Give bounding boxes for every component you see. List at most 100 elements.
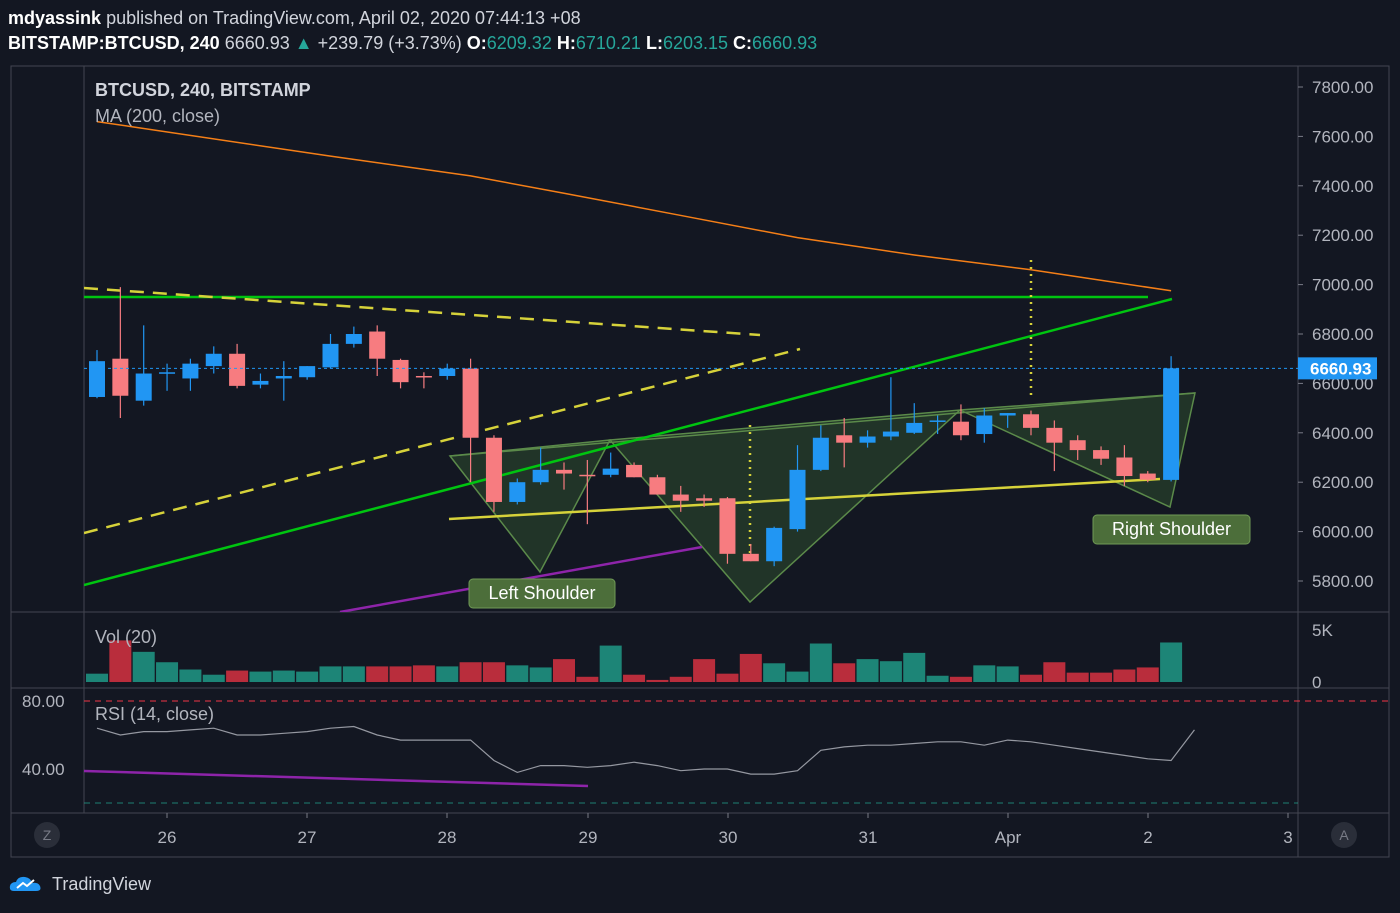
tradingview-brand[interactable]: TradingView	[8, 873, 151, 895]
publish-info: mdyassink published on TradingView.com, …	[8, 8, 581, 29]
volume-bar	[576, 676, 599, 682]
low-label: L:	[645, 33, 663, 53]
candle-body	[929, 420, 946, 422]
candle-down	[649, 474, 666, 495]
low-value: 6203.15	[662, 33, 729, 53]
ohlc-header: BITSTAMP:BTCUSD, 240 6660.93 ▲ +239.79 (…	[8, 33, 817, 54]
candle-up	[322, 334, 339, 369]
candle-down	[1046, 420, 1063, 472]
volume-tick-label: 5K	[1312, 621, 1333, 640]
right-shoulder-label: Right Shoulder	[1092, 514, 1251, 545]
auto-scale-a-button[interactable]: A	[1331, 822, 1357, 848]
volume-bar	[342, 666, 365, 682]
price-tick-label: 7400.00	[1312, 177, 1373, 196]
last-price-label: 6660.93	[1310, 359, 1371, 378]
candle-body	[345, 334, 362, 344]
price-tick-label: 5800.00	[1312, 572, 1373, 591]
candle-down	[1116, 445, 1133, 486]
volume-bar	[669, 676, 692, 682]
symbol-label: BITSTAMP:BTCUSD, 240	[8, 33, 220, 53]
candle-body	[252, 380, 269, 385]
volume-bar	[412, 665, 435, 682]
candle-up	[275, 361, 292, 401]
time-tick-label: 26	[158, 828, 177, 847]
candle-up	[859, 430, 876, 448]
candle-body	[742, 553, 759, 562]
divergence-line-rsi	[83, 769, 589, 788]
candle-body	[1163, 368, 1180, 480]
candle-body	[369, 331, 386, 359]
candle-body	[999, 413, 1016, 416]
candle-body	[89, 361, 105, 397]
candle-down	[415, 372, 432, 389]
last-price-badge	[1298, 357, 1377, 380]
candle-up	[766, 526, 783, 567]
volume-bar	[599, 645, 622, 682]
high-label: H:	[556, 33, 576, 53]
candle-body	[719, 498, 736, 554]
price-tick-label: 7600.00	[1312, 127, 1373, 146]
publisher-name[interactable]: mdyassink	[8, 8, 102, 28]
volume-bar	[482, 662, 505, 682]
candle-body	[1023, 414, 1039, 428]
candle-body	[859, 436, 876, 443]
rising-trendline	[84, 297, 1173, 587]
candle-up	[345, 326, 362, 348]
candle-down	[836, 417, 853, 468]
candle-body	[812, 437, 829, 470]
candle-up	[252, 373, 269, 389]
candle-up	[1163, 356, 1180, 482]
candle-body	[462, 368, 479, 438]
candle-body	[299, 366, 316, 378]
published-text: published on TradingView.com, April 02, …	[106, 8, 581, 28]
open-value: 6209.32	[486, 33, 552, 53]
candle-body	[392, 359, 409, 383]
price-tick-label: 7800.00	[1312, 78, 1373, 97]
candle-up	[135, 325, 152, 406]
candle-up	[999, 413, 1016, 428]
candle-up	[439, 363, 456, 380]
volume-bar	[553, 659, 575, 682]
rsi-tick-label: 40.00	[22, 760, 65, 779]
volume-bar	[249, 671, 272, 682]
volume-bar	[623, 674, 646, 682]
candle-body	[485, 437, 502, 502]
close-label: C:	[733, 33, 753, 53]
candle-down	[579, 459, 596, 525]
price-tick-label: 7000.00	[1312, 276, 1373, 295]
volume-bar	[506, 665, 529, 682]
candle-up	[602, 452, 619, 478]
candle-body	[415, 375, 432, 378]
candle-body	[159, 372, 176, 374]
candle-body	[882, 431, 899, 437]
volume-bar	[903, 652, 926, 682]
candle-up	[532, 447, 549, 485]
candle-down	[462, 358, 479, 483]
volume-bar	[1160, 642, 1183, 682]
dashed-ascending-line	[84, 347, 801, 535]
candle-body	[672, 494, 689, 501]
volume-bar	[226, 670, 249, 682]
price-tick-label: 6400.00	[1312, 424, 1373, 443]
candle-down	[556, 462, 572, 490]
timezone-z-button[interactable]: Z	[34, 822, 60, 848]
volume-bar	[319, 666, 342, 682]
volume-bar	[1090, 672, 1113, 682]
volume-bar	[879, 661, 902, 682]
ma-legend: MA (200, close)	[95, 106, 221, 126]
candle-down	[229, 343, 246, 389]
candle-up	[929, 415, 946, 435]
time-tick-label: 29	[579, 828, 598, 847]
candle-body	[229, 353, 246, 386]
candle-up	[89, 350, 105, 399]
candle-body	[1116, 457, 1133, 477]
last-price: 6660.93	[224, 33, 290, 53]
candle-down	[719, 497, 736, 564]
candle-down	[1093, 446, 1110, 465]
volume-bar	[949, 676, 972, 682]
rsi-tick-label: 80.00	[22, 692, 65, 711]
right-shoulder-label-bg	[1092, 514, 1251, 545]
volume-bar	[296, 671, 319, 682]
volume-bar	[1113, 669, 1136, 682]
